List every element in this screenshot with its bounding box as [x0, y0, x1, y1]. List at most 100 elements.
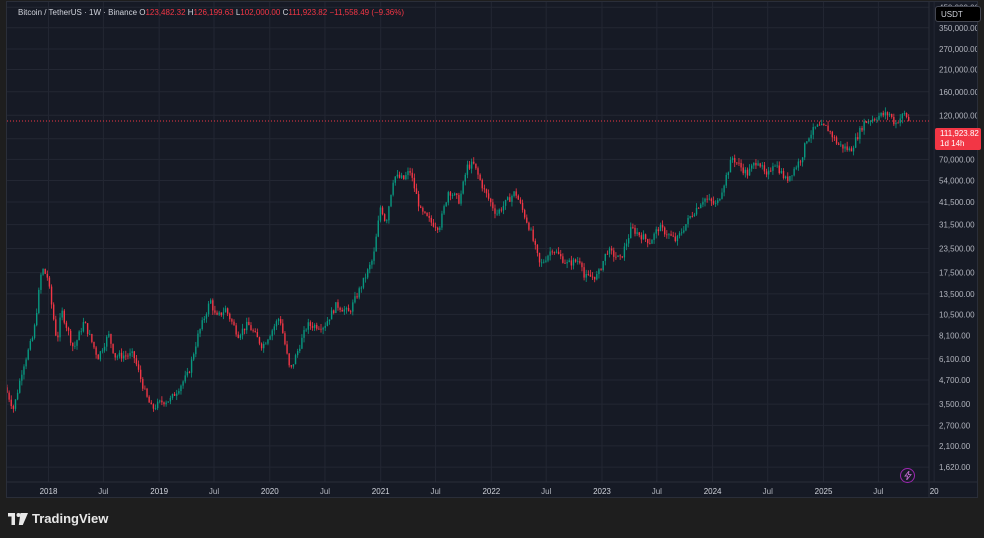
candle-body [352, 302, 354, 312]
candle-body [277, 319, 280, 322]
candle-body [700, 204, 702, 209]
candle-body [704, 198, 706, 202]
currency-button[interactable]: USDT [935, 6, 981, 22]
candle-body [377, 220, 379, 237]
candle-body [774, 165, 776, 167]
candle-body [891, 114, 893, 117]
candle-body [530, 229, 532, 231]
time-axis[interactable]: 2018 Jul 2019 Jul 2020 Jul 2021 Jul 2022 Jul 2023 J… [40, 487, 940, 496]
candle-body [322, 327, 324, 330]
candle-body [884, 112, 887, 116]
candle-body [780, 170, 783, 174]
candle-body [876, 119, 878, 121]
candle-body [320, 328, 322, 330]
candle-body [311, 325, 314, 328]
candle-body [337, 302, 339, 308]
candle-body [258, 337, 261, 344]
candle-body [710, 198, 713, 202]
chart-pane[interactable]: 450,000.00350,000.00270,000.00210,000.00… [6, 1, 981, 498]
candle-body [649, 243, 651, 245]
candle-body [765, 171, 768, 175]
candle-body [551, 251, 553, 253]
candle-body [674, 236, 677, 242]
candle-body [570, 260, 573, 266]
brand-logo[interactable]: TradingView [8, 511, 108, 526]
candle-body [80, 331, 82, 333]
tradingview-logo-icon [8, 512, 28, 525]
candle-body [829, 131, 831, 132]
candle-body [294, 355, 297, 365]
candle-body [303, 330, 305, 338]
candle-body [252, 330, 254, 332]
candle-body [33, 325, 36, 338]
candle-body [583, 267, 585, 278]
candle-body [182, 381, 184, 386]
candle-body [625, 243, 628, 247]
candle-body [103, 346, 106, 351]
candle-body [606, 253, 609, 255]
candle-body [449, 192, 452, 196]
candle-body [468, 164, 471, 169]
candle-body [568, 260, 570, 263]
candle-body [61, 310, 63, 318]
candle-body [613, 250, 615, 257]
candle-body [441, 213, 443, 228]
candle-body [398, 174, 401, 178]
price-tick-label: 13,500.00 [939, 290, 975, 299]
candle-body [521, 202, 524, 210]
candle-body [307, 322, 309, 330]
brand-name: TradingView [32, 511, 109, 526]
candle-body [784, 176, 787, 179]
close-value: 111,923.82 [288, 8, 328, 17]
candle-body [591, 276, 594, 278]
candle-body [587, 274, 590, 275]
candle-body [874, 119, 876, 121]
candle-body [825, 125, 827, 126]
price-tick-label: 160,000.00 [939, 88, 977, 97]
price-axis[interactable]: 450,000.00350,000.00270,000.00210,000.00… [939, 3, 977, 472]
candle-body [746, 169, 749, 176]
symbol-title[interactable]: Bitcoin / TetherUS · 1W · Binance [18, 8, 138, 17]
candle-body [602, 260, 604, 271]
candle-body [638, 232, 640, 236]
symbol-legend[interactable]: Bitcoin / TetherUS · 1W · Binance O123,4… [18, 8, 404, 17]
candle-body [668, 234, 670, 236]
candle-body [99, 351, 102, 360]
time-tick-label: Jul [873, 487, 883, 496]
candle-body [299, 348, 301, 352]
candle-body [886, 112, 889, 116]
candle-body [347, 307, 350, 312]
candle-body [159, 400, 161, 402]
open-value: 123,482.32 [145, 8, 186, 17]
candle-body [383, 214, 386, 221]
candle-body [835, 137, 838, 144]
candle-body [721, 192, 723, 199]
candle-body [144, 388, 146, 390]
candle-body [778, 165, 780, 174]
price-tick-label: 350,000.00 [939, 24, 977, 33]
time-tick-label: Jul [652, 487, 662, 496]
candle-body [823, 123, 825, 126]
candle-body [233, 321, 235, 326]
candle-body [432, 222, 435, 227]
candle-body [118, 352, 121, 357]
candle-body [356, 296, 358, 298]
candle-body [231, 319, 233, 322]
candle-body [572, 259, 575, 266]
candle-body [477, 168, 479, 175]
candle-body [543, 261, 545, 263]
candle-body [430, 217, 433, 223]
candle-body [129, 352, 131, 356]
candle-body [770, 170, 772, 172]
candle-body [413, 177, 416, 189]
candle-body [500, 209, 503, 211]
candle-body [562, 256, 564, 263]
lightning-icon[interactable] [900, 468, 915, 483]
candle-body [290, 365, 292, 367]
candlestick-chart[interactable]: 450,000.00350,000.00270,000.00210,000.00… [7, 2, 977, 497]
candle-body [844, 146, 846, 149]
candle-body [74, 345, 76, 347]
candle-body [577, 261, 579, 263]
candle-body [466, 164, 469, 175]
candle-body [604, 253, 606, 261]
